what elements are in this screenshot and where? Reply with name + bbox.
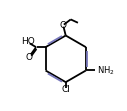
- Text: HO: HO: [21, 37, 35, 46]
- Text: O: O: [26, 53, 33, 62]
- Text: O: O: [59, 21, 66, 30]
- Text: NH$_2$: NH$_2$: [97, 64, 114, 77]
- Text: Cl: Cl: [61, 85, 70, 94]
